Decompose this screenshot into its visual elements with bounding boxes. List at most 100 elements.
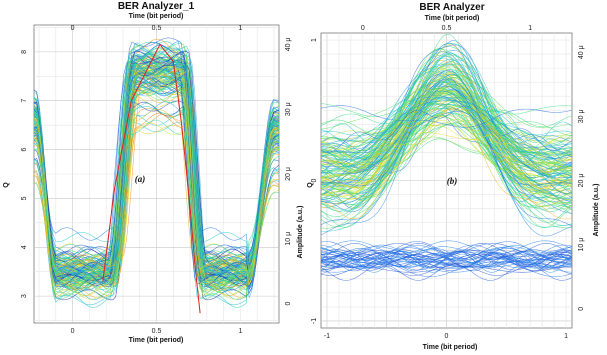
eye-trace: [34, 69, 279, 286]
eye-trace: [321, 103, 572, 169]
eye-trace: [321, 254, 572, 261]
eye-trace: [321, 96, 572, 179]
left-tick-label: 5: [21, 196, 28, 200]
eye-trace: [321, 34, 572, 228]
eye-trace: [321, 125, 572, 152]
eye-trace: [34, 71, 279, 294]
top-tick-label: 0.5: [152, 25, 162, 32]
left-tick-label: 1: [311, 38, 318, 42]
top-tick-label: 0.5: [442, 25, 452, 32]
eye-trace: [321, 98, 572, 185]
right-tick-label: 40 μ: [285, 38, 292, 52]
eye-trace: [321, 257, 572, 277]
eye-trace: [321, 88, 572, 136]
left-tick-label: 0: [311, 178, 318, 182]
panel-b-annotation: (b): [447, 176, 458, 186]
eye-trace: [321, 105, 572, 128]
eye-trace: [34, 125, 279, 274]
eye-trace: [321, 71, 572, 154]
left-tick-label: 8: [21, 50, 28, 54]
bottom-tick-label: 0: [445, 333, 449, 340]
eye-trace: [321, 240, 572, 255]
eye-trace: [321, 252, 572, 261]
right-tick-label: 30 μ: [285, 102, 292, 116]
panel-a-title: BER Analyzer_1: [118, 1, 195, 12]
eye-trace: [321, 102, 572, 128]
top-tick-label: 1: [238, 25, 242, 32]
eye-trace: [34, 45, 279, 295]
eye-trace: [34, 58, 279, 290]
panel-b-right-axis-label: Amplitude (a.u.): [593, 184, 600, 237]
right-tick-label: 0: [285, 302, 292, 306]
eye-trace: [321, 70, 572, 143]
panel-b-top-axis-label: Time (bit period): [425, 15, 480, 22]
panel-a-traces: [34, 37, 279, 308]
eye-trace: [34, 109, 279, 296]
panel-a-bottom-axis-label: Time (bit period): [129, 337, 184, 344]
eye-trace: [321, 263, 572, 281]
eye-trace: [321, 74, 572, 214]
eye-trace: [34, 56, 279, 279]
eye-trace: [34, 113, 279, 288]
eye-trace: [321, 73, 572, 237]
eye-trace: [321, 94, 572, 157]
eye-trace: [321, 261, 572, 269]
panel-b-title: BER Analyzer: [419, 2, 484, 13]
eye-trace: [321, 90, 572, 204]
eye-trace: [321, 76, 572, 187]
eye-trace: [321, 64, 572, 173]
bottom-tick-label: 0: [71, 328, 75, 335]
top-tick-label: 1: [528, 25, 532, 32]
eye-trace: [321, 100, 572, 171]
eye-trace: [321, 99, 572, 189]
eye-trace: [321, 120, 572, 185]
eye-trace: [321, 42, 572, 165]
eye-trace: [34, 66, 279, 279]
eye-trace: [34, 52, 279, 277]
eye-trace: [321, 250, 572, 257]
eye-trace: [321, 86, 572, 177]
eye-trace: [321, 96, 572, 136]
panel-a-top-axis-label: Time (bit period): [129, 13, 184, 20]
top-tick-label: 0: [361, 25, 365, 32]
left-tick-label: -1: [311, 318, 318, 324]
eye-trace: [321, 59, 572, 167]
eye-panel-b: BER Analyzer Time (bit period) (b) -1 0 10…: [307, 2, 600, 351]
eye-trace: [321, 50, 572, 155]
eye-trace: [321, 107, 572, 200]
left-tick-label: 4: [21, 245, 28, 249]
right-tick-label: 10 μ: [285, 232, 292, 246]
right-tick-label: 40 μ: [578, 45, 585, 59]
eye-trace: [321, 244, 572, 263]
eye-trace: [321, 102, 572, 203]
eye-trace: [321, 107, 572, 220]
eye-trace: [34, 58, 279, 266]
panel-a-right-axis-label: Amplitude (a.u.): [297, 206, 304, 259]
eye-trace: [321, 95, 572, 150]
eye-trace: [34, 64, 279, 283]
eye-trace: [34, 81, 279, 289]
eye-trace: [321, 113, 572, 209]
eye-trace: [34, 37, 279, 284]
eye-trace: [34, 82, 279, 263]
eye-trace: [321, 94, 572, 201]
eye-trace: [321, 105, 572, 153]
right-tick-label: 20 μ: [578, 174, 585, 188]
eye-trace: [34, 79, 279, 296]
eye-trace: [321, 97, 572, 208]
eye-trace: [34, 63, 279, 299]
eye-trace: [34, 68, 279, 276]
eye-trace: [321, 109, 572, 188]
eye-trace: [321, 44, 572, 196]
eye-trace: [34, 84, 279, 291]
panel-b-bottom-axis-label: Time (bit period): [423, 344, 478, 351]
eye-trace: [34, 64, 279, 298]
eye-trace: [321, 251, 572, 260]
eye-trace: [321, 138, 572, 176]
right-tick-label: 10 μ: [578, 238, 585, 252]
eye-trace: [321, 246, 572, 253]
eye-trace: [321, 63, 572, 217]
right-tick-label: 0: [578, 307, 585, 311]
panel-a-y-axis-label: Q: [3, 182, 10, 188]
